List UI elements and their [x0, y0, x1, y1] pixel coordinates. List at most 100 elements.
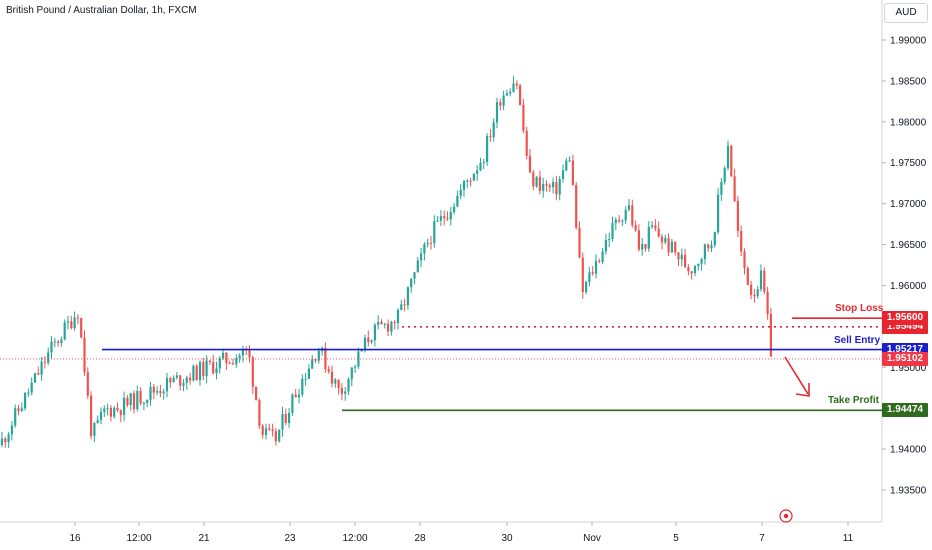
candle	[489, 128, 492, 142]
candle	[571, 154, 574, 186]
candle	[106, 403, 109, 416]
candle	[33, 372, 37, 384]
currency-selector[interactable]: AUD	[884, 3, 928, 23]
candle	[344, 386, 347, 401]
take-profit-price-tag: 1.94474	[882, 403, 928, 418]
candle	[654, 219, 657, 232]
candle	[37, 366, 40, 376]
candle	[459, 183, 462, 200]
candle	[740, 225, 743, 257]
candle	[538, 170, 541, 195]
candle	[357, 347, 360, 369]
candle	[278, 429, 281, 443]
candle	[139, 387, 142, 406]
candle	[212, 355, 215, 375]
candle	[132, 390, 136, 414]
candle	[726, 140, 730, 171]
candle	[367, 330, 370, 347]
candle	[433, 215, 436, 248]
candle	[456, 190, 459, 208]
candle	[152, 383, 155, 400]
candle	[730, 144, 733, 177]
candle	[697, 263, 700, 271]
time-tick-label: 12:00	[126, 533, 151, 544]
candle	[225, 352, 228, 370]
candle	[703, 243, 706, 265]
candle	[720, 178, 723, 201]
candle	[522, 98, 525, 134]
candle	[172, 375, 175, 383]
candle	[261, 423, 264, 439]
candle	[410, 278, 413, 293]
candle	[515, 80, 518, 90]
candle	[123, 391, 126, 422]
candle	[202, 357, 205, 381]
candle	[585, 280, 588, 295]
candle	[337, 379, 340, 395]
candle	[476, 165, 479, 181]
candle	[297, 388, 301, 404]
candle	[264, 423, 268, 440]
candle	[423, 241, 426, 261]
candle	[231, 358, 235, 366]
candle	[162, 388, 165, 400]
candle	[156, 386, 159, 395]
candle	[0, 431, 4, 448]
candle	[707, 243, 710, 252]
candle	[99, 407, 103, 425]
candle	[627, 199, 631, 212]
candle	[195, 363, 198, 381]
price-tick-label: 1.96000	[890, 281, 927, 292]
candle	[519, 83, 522, 106]
stop-loss-label: Stop Loss	[835, 303, 884, 315]
stop-loss-price-tag: 1.95600	[882, 311, 928, 326]
candle	[535, 175, 538, 188]
candle	[60, 336, 63, 347]
candle	[20, 402, 23, 412]
candle	[103, 405, 106, 417]
candle	[763, 267, 766, 295]
candle	[651, 220, 654, 229]
candle	[321, 346, 324, 356]
candle	[27, 388, 30, 398]
candle	[575, 182, 578, 230]
candle	[604, 233, 607, 255]
candle	[215, 361, 218, 380]
price-tick-label: 1.97000	[890, 199, 927, 210]
price-tick-label: 1.98500	[890, 76, 927, 87]
time-tick-label: Nov	[583, 533, 601, 544]
candle	[228, 360, 231, 365]
candle	[373, 322, 376, 347]
candle	[680, 248, 683, 267]
event-icon[interactable]	[779, 509, 793, 523]
candle	[608, 232, 611, 248]
candle	[241, 345, 244, 363]
candle	[565, 157, 568, 172]
candle	[96, 415, 99, 424]
candle	[462, 180, 466, 197]
candle	[492, 118, 495, 142]
candle	[248, 345, 251, 363]
candle	[588, 266, 591, 287]
candle	[334, 378, 337, 388]
candle	[743, 248, 746, 275]
candle	[750, 280, 753, 300]
candle	[175, 371, 178, 380]
candle	[4, 436, 7, 448]
time-tick-label: 30	[501, 533, 513, 544]
candle	[136, 385, 139, 412]
candle	[611, 216, 614, 242]
candle	[380, 319, 383, 325]
candle	[317, 347, 320, 364]
candle	[324, 342, 327, 373]
candle	[472, 173, 475, 181]
candle	[413, 271, 416, 285]
candle	[43, 356, 46, 369]
candle	[314, 358, 317, 364]
candle	[736, 195, 739, 238]
candle	[291, 393, 294, 416]
candle	[393, 320, 396, 330]
candle	[614, 217, 617, 231]
candle	[129, 392, 132, 411]
